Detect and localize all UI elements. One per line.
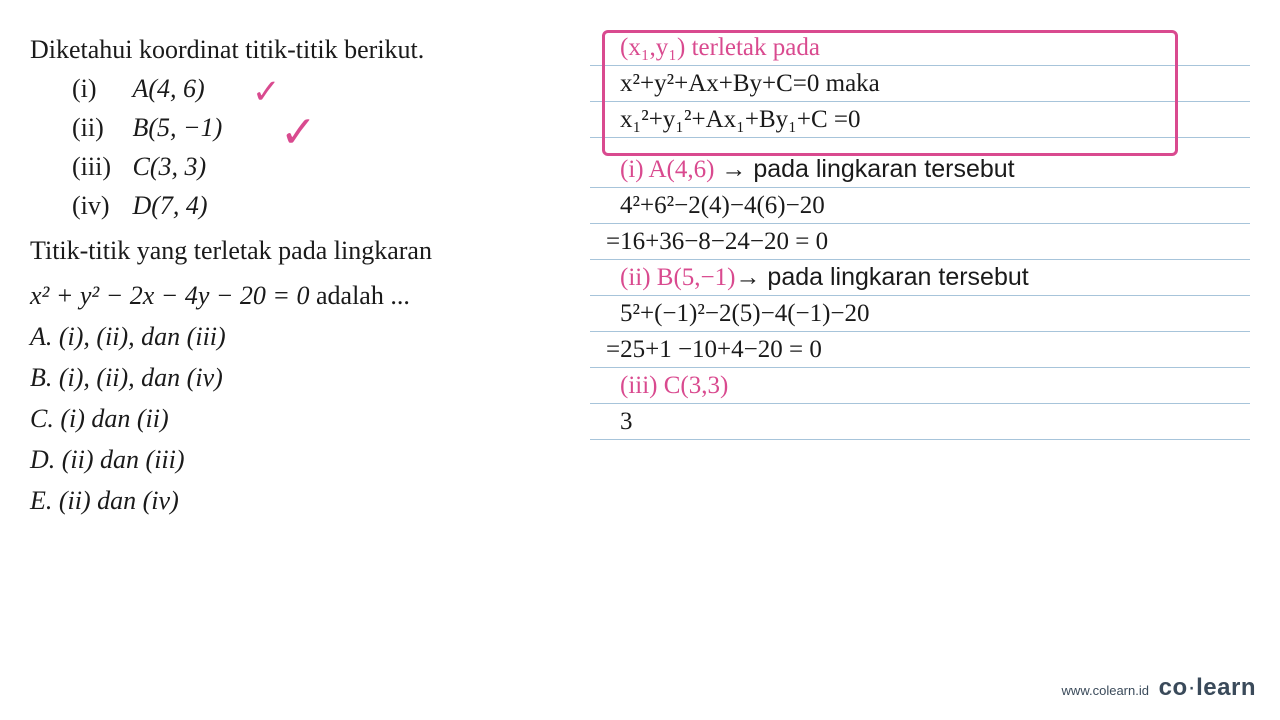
item-label: A(4, 6) xyxy=(133,74,205,103)
sol-i-calc2: =16+36−8−24−20 = 0 xyxy=(590,224,1250,260)
equation: x² + y² − 2x − 4y − 20 = 0 xyxy=(30,281,309,310)
sol-ii-calc1: 5²+(−1)²−2(5)−4(−1)−20 xyxy=(590,296,1250,332)
sol-i-line: (i) A(4,6) → pada lingkaran tersebut xyxy=(590,152,1250,188)
check-icon: ✓ xyxy=(280,100,317,166)
watermark-url: www.colearn.id xyxy=(1062,683,1149,698)
options-list: A. (i), (ii), dan (iii) B. (i), (ii), da… xyxy=(30,317,570,520)
sol-i-head: (i) A(4,6) xyxy=(620,156,714,183)
option-a: A. (i), (ii), dan (iii) xyxy=(30,317,570,356)
option-d: D. (ii) dan (iii) xyxy=(30,440,570,479)
item-num: (iv) xyxy=(72,186,126,225)
box-line-2: x²+y²+Ax+By+C=0 maka xyxy=(590,66,1250,102)
question-line-1: Titik-titik yang terletak pada lingkaran xyxy=(30,231,570,270)
sol-i-calc1: 4²+6²−2(4)−4(6)−20 xyxy=(590,188,1250,224)
option-e: E. (ii) dan (iv) xyxy=(30,481,570,520)
problem-text: Diketahui koordinat titik-titik berikut.… xyxy=(30,30,570,520)
question-line-2: x² + y² − 2x − 4y − 20 = 0 adalah ... xyxy=(30,276,570,315)
box-line-3: x₁²+y₁²+Ax₁+By₁+C =0 xyxy=(590,102,1250,138)
sol-iii-head: (iii) C(3,3) xyxy=(590,368,1250,404)
box-line-1: (x₁,y₁) terletak pada xyxy=(590,30,1250,66)
sol-iii-calc: 3 xyxy=(590,404,1250,440)
item-iv: (iv) D(7, 4) xyxy=(30,186,570,225)
sol-ii-calc2: =25+1 −10+4−20 = 0 xyxy=(590,332,1250,368)
solution-notes: (x₁,y₁) terletak pada x²+y²+Ax+By+C=0 ma… xyxy=(570,30,1250,520)
item-num: (ii) xyxy=(72,108,126,147)
item-ii: (ii) B(5, −1) ✓ xyxy=(30,108,570,147)
item-label: B(5, −1) xyxy=(133,113,223,142)
item-label: C(3, 3) xyxy=(133,152,207,181)
item-num: (iii) xyxy=(72,147,126,186)
intro-line: Diketahui koordinat titik-titik berikut. xyxy=(30,30,570,69)
option-b: B. (i), (ii), dan (iv) xyxy=(30,358,570,397)
arrow-icon: → pada lingkaran tersebut xyxy=(714,155,1014,183)
item-label: D(7, 4) xyxy=(133,191,208,220)
question-tail: adalah ... xyxy=(309,281,409,310)
arrow-icon: → pada lingkaran tersebut xyxy=(735,263,1028,291)
sol-ii-head: (ii) B(5,−1) xyxy=(620,264,735,291)
item-num: (i) xyxy=(72,69,126,108)
watermark: www.colearn.id co·learn xyxy=(1062,674,1256,702)
option-c: C. (i) dan (ii) xyxy=(30,399,570,438)
watermark-brand: co·learn xyxy=(1159,674,1256,701)
sol-ii-line: (ii) B(5,−1)→ pada lingkaran tersebut xyxy=(590,260,1250,296)
